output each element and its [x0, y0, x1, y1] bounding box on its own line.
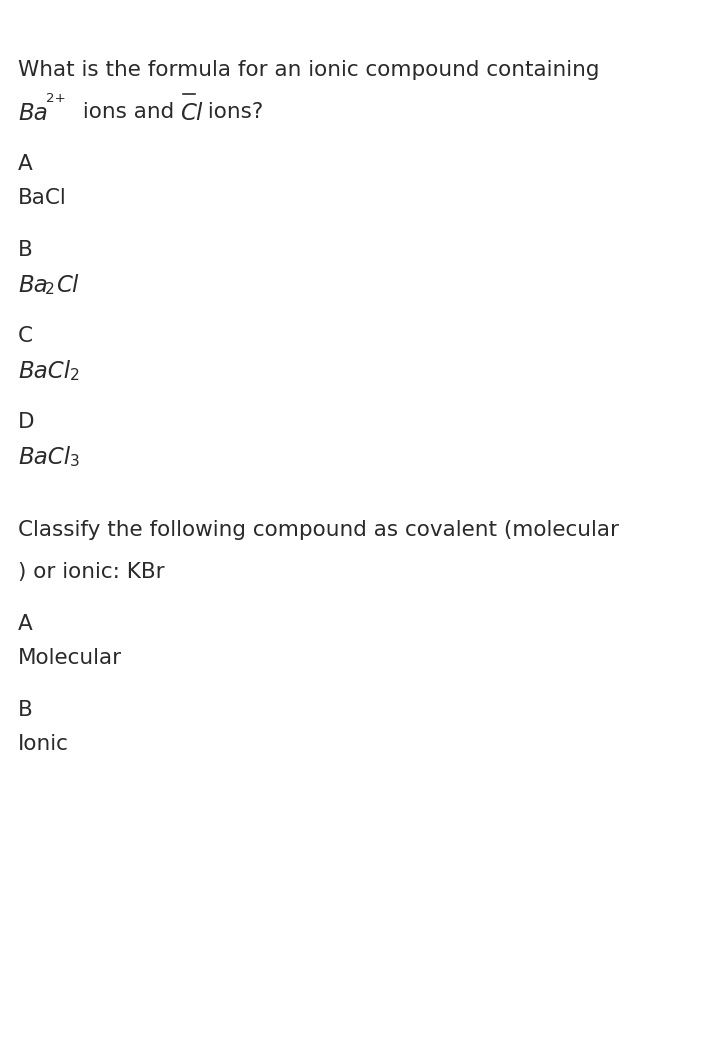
- Text: BaCl: BaCl: [18, 188, 67, 208]
- Text: Cl: Cl: [180, 102, 203, 125]
- Text: 2+: 2+: [46, 92, 66, 105]
- Text: 3: 3: [70, 454, 79, 469]
- Text: B: B: [18, 700, 33, 720]
- Text: B: B: [18, 240, 33, 260]
- Text: 2: 2: [45, 282, 54, 297]
- Text: A: A: [18, 154, 33, 174]
- Text: Molecular: Molecular: [18, 648, 122, 668]
- Text: ions and: ions and: [76, 102, 181, 122]
- Text: Ba: Ba: [18, 274, 48, 297]
- Text: Ionic: Ionic: [18, 734, 69, 754]
- Text: ) or ionic: KBr: ) or ionic: KBr: [18, 562, 165, 582]
- Text: D: D: [18, 412, 34, 432]
- Text: Ba: Ba: [18, 102, 48, 125]
- Text: ions?: ions?: [201, 102, 263, 122]
- Text: Cl: Cl: [56, 274, 78, 297]
- Text: A: A: [18, 614, 33, 634]
- Text: BaCl: BaCl: [18, 446, 70, 469]
- Text: C: C: [18, 326, 33, 346]
- Text: What is the formula for an ionic compound containing: What is the formula for an ionic compoun…: [18, 60, 599, 80]
- Text: Classify the following compound as covalent (molecular: Classify the following compound as coval…: [18, 520, 619, 540]
- Text: BaCl: BaCl: [18, 360, 70, 383]
- Text: 2: 2: [70, 368, 79, 383]
